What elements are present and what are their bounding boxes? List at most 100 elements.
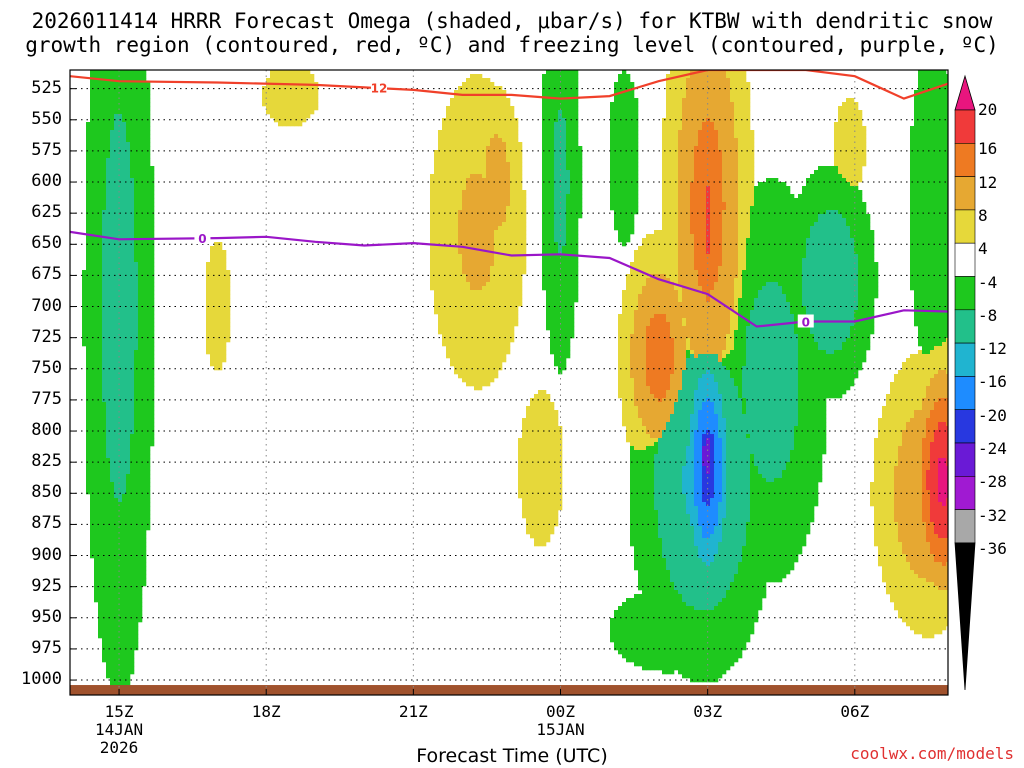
omega-cell bbox=[138, 98, 143, 103]
omega-cell bbox=[562, 246, 567, 251]
omega-cell bbox=[122, 570, 127, 575]
omega-cell bbox=[90, 294, 95, 299]
omega-cell bbox=[478, 250, 483, 255]
omega-cell bbox=[526, 486, 531, 491]
omega-cell bbox=[458, 374, 463, 379]
omega-cell bbox=[106, 194, 111, 199]
omega-cell bbox=[118, 110, 123, 115]
omega-cell bbox=[130, 610, 135, 615]
omega-cell bbox=[122, 382, 127, 387]
omega-cell bbox=[142, 226, 147, 231]
omega-cell bbox=[142, 414, 147, 419]
omega-cell bbox=[122, 154, 127, 159]
omega-cell bbox=[102, 638, 107, 643]
omega-cell bbox=[558, 130, 563, 135]
omega-cell bbox=[146, 382, 151, 387]
omega-cell bbox=[278, 90, 283, 95]
omega-cell bbox=[498, 338, 503, 343]
omega-cell bbox=[550, 74, 555, 79]
omega-cell bbox=[106, 146, 111, 151]
omega-cell bbox=[274, 118, 279, 123]
omega-cell bbox=[126, 310, 131, 315]
omega-cell bbox=[446, 350, 451, 355]
omega-cell bbox=[90, 426, 95, 431]
omega-cell bbox=[114, 438, 119, 443]
omega-cell bbox=[550, 94, 555, 99]
omega-cell bbox=[90, 102, 95, 107]
omega-cell bbox=[438, 322, 443, 327]
omega-cell bbox=[494, 354, 499, 359]
omega-cell bbox=[562, 202, 567, 207]
omega-cell bbox=[102, 506, 107, 511]
omega-cell bbox=[114, 466, 119, 471]
omega-cell bbox=[150, 390, 155, 395]
omega-cell bbox=[514, 322, 519, 327]
omega-cell bbox=[482, 286, 487, 291]
omega-cell bbox=[138, 462, 143, 467]
omega-cell bbox=[126, 478, 131, 483]
omega-cell bbox=[482, 274, 487, 279]
omega-cell bbox=[490, 170, 495, 175]
omega-cell bbox=[122, 646, 127, 651]
omega-cell bbox=[106, 82, 111, 87]
omega-cell bbox=[538, 510, 543, 515]
omega-cell bbox=[90, 378, 95, 383]
omega-cell bbox=[130, 606, 135, 611]
omega-cell bbox=[470, 314, 475, 319]
omega-cell bbox=[490, 86, 495, 91]
omega-cell bbox=[142, 154, 147, 159]
omega-cell bbox=[106, 662, 111, 667]
omega-cell bbox=[142, 438, 147, 443]
omega-cell bbox=[546, 502, 551, 507]
omega-cell bbox=[126, 334, 131, 339]
omega-cell bbox=[122, 178, 127, 183]
omega-cell bbox=[102, 158, 107, 163]
omega-cell bbox=[102, 546, 107, 551]
omega-cell bbox=[134, 354, 139, 359]
omega-cell bbox=[494, 242, 499, 247]
omega-cell bbox=[262, 102, 267, 107]
omega-cell bbox=[462, 242, 467, 247]
omega-cell bbox=[430, 278, 435, 283]
omega-cell bbox=[558, 334, 563, 339]
omega-cell bbox=[306, 102, 311, 107]
omega-cell bbox=[506, 218, 511, 223]
omega-cell bbox=[430, 230, 435, 235]
omega-cell bbox=[134, 338, 139, 343]
omega-cell bbox=[94, 458, 99, 463]
omega-cell bbox=[446, 270, 451, 275]
omega-cell bbox=[86, 386, 91, 391]
omega-cell bbox=[482, 170, 487, 175]
omega-cell bbox=[86, 194, 91, 199]
omega-cell bbox=[106, 386, 111, 391]
omega-cell bbox=[94, 378, 99, 383]
omega-cell bbox=[146, 478, 151, 483]
omega-cell bbox=[118, 562, 123, 567]
omega-cell bbox=[462, 210, 467, 215]
omega-cell bbox=[126, 262, 131, 267]
omega-cell bbox=[542, 218, 547, 223]
omega-cell bbox=[494, 166, 499, 171]
omega-cell bbox=[442, 230, 447, 235]
omega-cell bbox=[470, 374, 475, 379]
omega-cell bbox=[98, 538, 103, 543]
omega-cell bbox=[126, 306, 131, 311]
omega-cell bbox=[138, 478, 143, 483]
omega-cell bbox=[146, 178, 151, 183]
omega-cell bbox=[546, 98, 551, 103]
omega-cell bbox=[134, 626, 139, 631]
omega-cell bbox=[110, 230, 115, 235]
omega-cell bbox=[282, 102, 287, 107]
omega-cell bbox=[94, 310, 99, 315]
omega-cell bbox=[446, 218, 451, 223]
omega-cell bbox=[210, 250, 215, 255]
omega-cell bbox=[118, 594, 123, 599]
omega-cell bbox=[498, 206, 503, 211]
omega-cell bbox=[466, 270, 471, 275]
omega-cell bbox=[102, 386, 107, 391]
omega-cell bbox=[98, 402, 103, 407]
omega-cell bbox=[498, 282, 503, 287]
omega-cell bbox=[126, 570, 131, 575]
omega-cell bbox=[474, 266, 479, 271]
omega-cell bbox=[98, 550, 103, 555]
